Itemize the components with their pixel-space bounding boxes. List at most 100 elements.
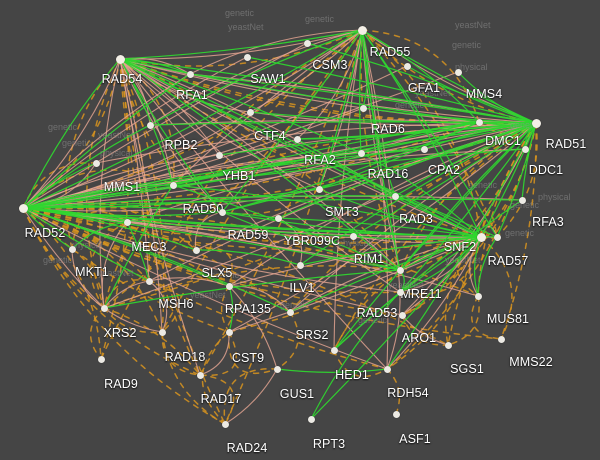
gene-node-rad3[interactable] — [391, 192, 399, 200]
gene-node-rad53[interactable] — [396, 288, 404, 296]
edge — [401, 314, 449, 346]
gene-node-ctf4[interactable] — [246, 108, 254, 116]
gene-node-mms4[interactable] — [454, 68, 462, 76]
edge — [22, 154, 220, 209]
edge — [447, 122, 537, 346]
gene-node-yhb1[interactable] — [215, 151, 223, 159]
edge — [119, 58, 201, 376]
gene-node-rpa135[interactable] — [225, 282, 233, 290]
gene-node-rad55[interactable] — [357, 25, 367, 35]
gene-node-rad51[interactable] — [531, 118, 541, 128]
edge — [119, 58, 480, 123]
gene-node-slx5[interactable] — [192, 246, 200, 254]
gene-node-cst9[interactable] — [225, 328, 233, 336]
edge — [22, 207, 163, 333]
gene-node-ilv1[interactable] — [296, 261, 304, 269]
edge — [103, 184, 174, 309]
edge — [406, 65, 537, 124]
edge — [119, 58, 191, 75]
gene-node-saw1[interactable] — [243, 53, 251, 61]
edge — [399, 236, 482, 271]
edge — [22, 148, 425, 209]
edge — [194, 211, 223, 251]
edge — [480, 236, 513, 340]
edge — [22, 184, 174, 209]
edge — [22, 207, 197, 251]
edge — [22, 207, 291, 313]
gene-node-sgs1[interactable] — [444, 341, 452, 349]
gene-node-dmc1[interactable] — [475, 118, 483, 126]
edge — [22, 124, 151, 209]
edge — [277, 122, 537, 219]
gene-node-rad9[interactable] — [97, 355, 105, 363]
edge — [149, 29, 363, 126]
gene-node-rad6[interactable] — [359, 104, 367, 112]
gene-node-rfa2[interactable] — [293, 135, 301, 143]
gene-node-hed1[interactable] — [330, 346, 338, 354]
gene-node-gus1[interactable] — [273, 365, 281, 373]
edge — [477, 236, 498, 297]
gene-node-xrs2[interactable] — [100, 304, 108, 312]
gene-node-mec3[interactable] — [123, 218, 131, 226]
edge — [276, 368, 388, 373]
gene-node-aro1[interactable] — [398, 311, 406, 319]
edge — [361, 29, 401, 271]
yeastnet-edges-group — [22, 29, 537, 420]
edge — [361, 29, 498, 238]
gene-node-rad59[interactable] — [218, 208, 226, 216]
gene-node-rfa1[interactable] — [186, 70, 194, 78]
gene-node-ddc1[interactable] — [521, 145, 529, 153]
edge — [149, 29, 363, 126]
edge — [71, 248, 105, 309]
edge — [249, 111, 537, 124]
edge — [228, 236, 482, 333]
gene-node-rad57[interactable] — [493, 233, 501, 241]
gene-node-rad16[interactable] — [357, 149, 365, 157]
gene-node-smt3[interactable] — [315, 185, 323, 193]
gene-node-rpt3[interactable] — [307, 415, 315, 423]
edge — [399, 291, 425, 316]
gene-node-rad54[interactable] — [115, 54, 125, 64]
gene-node-rim1[interactable] — [349, 232, 357, 240]
gene-node-csm3[interactable] — [303, 39, 311, 47]
gene-node-ybr099c[interactable] — [274, 214, 282, 222]
edge — [228, 285, 234, 333]
gene-node-mms22[interactable] — [497, 335, 505, 343]
gene-node-mre11[interactable] — [396, 266, 404, 274]
edge — [361, 29, 396, 197]
gene-node-mus81[interactable] — [474, 292, 482, 300]
edge — [119, 58, 401, 271]
gene-node-rad17[interactable] — [196, 371, 204, 379]
gene-node-gfa1[interactable] — [403, 62, 411, 70]
gene-node-mkt1[interactable] — [68, 245, 76, 253]
edge — [447, 295, 480, 346]
edge — [103, 307, 163, 334]
gene-node-mms1[interactable] — [92, 159, 100, 167]
gene-node-rad50[interactable] — [169, 181, 177, 189]
gene-node-rfa3[interactable] — [518, 196, 526, 204]
edge — [386, 236, 482, 370]
edge — [22, 73, 191, 209]
gene-node-snf2[interactable] — [476, 232, 486, 242]
gene-node-cpa2[interactable] — [420, 145, 428, 153]
edge — [103, 29, 363, 309]
edge — [119, 58, 401, 271]
edge — [296, 138, 482, 238]
edge — [119, 58, 396, 197]
gene-node-rad18[interactable] — [158, 328, 166, 336]
edge — [119, 58, 498, 238]
edge — [361, 29, 498, 238]
gene-node-rad24[interactable] — [221, 420, 229, 428]
gene-node-rdh54[interactable] — [383, 365, 391, 373]
gene-node-rad52[interactable] — [18, 203, 28, 213]
edge — [22, 207, 479, 297]
gene-node-rpb2[interactable] — [146, 121, 154, 129]
gene-node-msh6[interactable] — [145, 277, 153, 285]
gene-node-asf1[interactable] — [392, 410, 400, 418]
edge — [333, 236, 482, 351]
edge — [172, 29, 363, 186]
gene-node-srs2[interactable] — [286, 308, 294, 316]
edge — [224, 368, 278, 425]
edge — [119, 58, 226, 425]
